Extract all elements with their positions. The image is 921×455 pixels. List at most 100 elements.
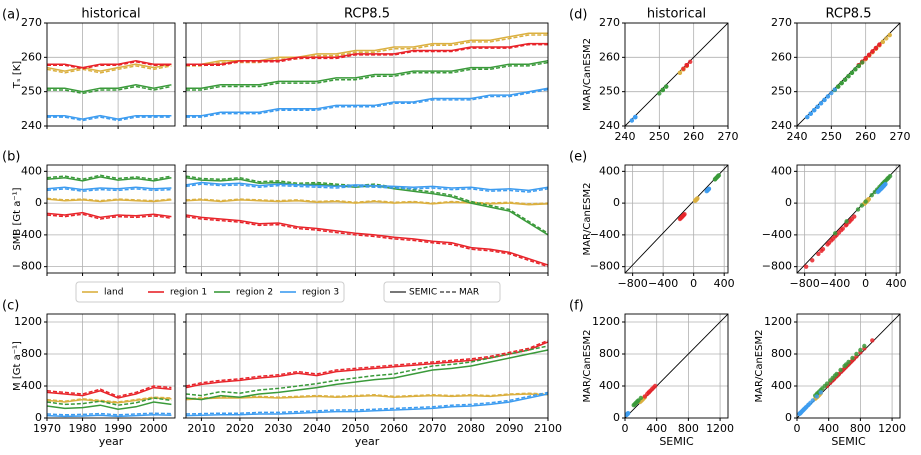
scatter-point xyxy=(832,87,837,92)
scatter-point xyxy=(853,67,858,72)
legend-label: SEMIC xyxy=(409,288,437,298)
panel: 1970 1980 1990 2000 0 400 800 1200(c) M [Gt a⁻¹]… xyxy=(2,299,176,448)
x-tick-label: 2080 xyxy=(457,422,485,435)
mar-line xyxy=(186,215,548,268)
y-tick-label: 800 xyxy=(21,347,42,360)
x-tick-label: 400 xyxy=(646,422,667,435)
y-tick-label: 0 xyxy=(35,196,42,209)
panel: 240 250 260 270 240 250 260 270 historical (d) MAR… xyxy=(569,7,739,144)
x-tick-label: 2070 xyxy=(418,422,446,435)
legend-box xyxy=(75,281,345,303)
scatter-point xyxy=(849,70,855,75)
scatter-point xyxy=(636,398,641,403)
y-tick-label: 400 xyxy=(771,379,792,392)
panel-label: (d) xyxy=(569,8,587,23)
scatter-point xyxy=(869,192,874,198)
y-tick-label: 400 xyxy=(599,379,620,392)
mar-line xyxy=(47,61,172,70)
semic-line xyxy=(186,176,548,236)
x-tick-label: 2090 xyxy=(495,422,523,435)
scatter-point xyxy=(657,91,662,96)
scatter-point xyxy=(664,84,669,89)
legend-label: region 2 xyxy=(236,288,273,298)
x-tick-label: 2010 xyxy=(187,422,215,435)
mar-line xyxy=(47,385,172,398)
scatter-point xyxy=(824,381,830,386)
panel: 240 250 260 270 historical (a) Tₛ [K] xyxy=(2,7,176,132)
x-tick-label: −400 xyxy=(820,277,850,290)
panel: 0 400 800 1200 0 400 800 1200 MAR/CanESM2 SEMIC xyxy=(754,313,906,448)
scatter-point xyxy=(836,84,841,89)
mar-line xyxy=(186,391,548,415)
scatter-point xyxy=(819,248,824,253)
semic-line xyxy=(186,393,548,417)
scatter-point xyxy=(862,343,867,349)
plot-area xyxy=(625,165,728,273)
semic-line xyxy=(186,199,548,206)
semic-line xyxy=(47,60,172,69)
mar-line xyxy=(47,397,172,406)
y-axis-label: SMB [Gt a⁻¹] xyxy=(12,187,23,250)
scatter-point xyxy=(712,177,718,182)
x-tick-label: 0 xyxy=(690,277,697,290)
semic-line xyxy=(186,393,548,401)
axes-frame xyxy=(46,164,176,274)
panel-label: (f) xyxy=(569,299,584,314)
axes-frame xyxy=(46,22,176,127)
panel-label: (a) xyxy=(2,8,20,23)
mar-line xyxy=(47,396,172,403)
mar-line xyxy=(47,197,172,202)
y-tick-label: −800 xyxy=(762,260,792,273)
y-tick-label: 0 xyxy=(35,411,42,424)
y-tick-label: 0 xyxy=(785,196,792,209)
scatter-point xyxy=(834,371,839,377)
scatter-point xyxy=(688,59,693,64)
x-tick-label: 0 xyxy=(862,277,869,290)
y-tick-label: 240 xyxy=(21,119,42,132)
scatter-point xyxy=(681,66,686,71)
x-tick-label: 1990 xyxy=(104,422,132,435)
scatter-point xyxy=(625,411,630,416)
x-tick-label: 400 xyxy=(818,422,839,435)
x-tick-label: 2000 xyxy=(140,422,168,435)
scatter-point xyxy=(870,49,875,54)
mar-line xyxy=(47,213,172,220)
x-tick-label: 1980 xyxy=(69,422,97,435)
semic-line xyxy=(186,87,548,117)
x-tick-label: 400 xyxy=(714,277,735,290)
semic-line xyxy=(47,114,172,120)
mar-line xyxy=(47,174,172,181)
x-tick-label: 400 xyxy=(886,277,907,290)
x-tick-label: 800 xyxy=(678,422,699,435)
plot-area xyxy=(47,385,172,418)
x-tick-label: 260 xyxy=(683,130,704,143)
panel: 2010 2020 2030 2040 2050 2060 2070 2080 2090 2100… xyxy=(183,313,562,448)
plot-area xyxy=(797,23,900,126)
y-axis-label: Tₛ [K] xyxy=(12,61,23,89)
scatter-point xyxy=(677,70,683,75)
plot-area xyxy=(186,32,548,118)
scatter-point xyxy=(887,32,892,38)
y-tick-label: 1200 xyxy=(592,315,620,328)
panel-title: historical xyxy=(647,7,706,22)
x-axis-label: year xyxy=(99,435,124,448)
scatter-point xyxy=(633,114,638,120)
x-tick-label: −800 xyxy=(790,277,820,290)
axes-frame xyxy=(624,313,729,419)
scatter-point xyxy=(646,390,651,395)
y-tick-label: −800 xyxy=(12,260,42,273)
x-tick-label: 1200 xyxy=(706,422,734,435)
scatter-point xyxy=(875,189,881,195)
scatter-point xyxy=(860,60,865,65)
y-tick-label: 0 xyxy=(613,411,620,424)
x-axis-label: year xyxy=(355,435,380,448)
y-tick-label: 270 xyxy=(771,16,792,29)
scatter-point xyxy=(825,94,831,99)
semic-line xyxy=(186,214,548,266)
y-tick-label: 0 xyxy=(613,196,620,209)
scatter-point xyxy=(805,114,810,120)
legend-label: land xyxy=(104,288,123,298)
scatter-point xyxy=(884,36,889,41)
mar-line xyxy=(47,65,172,74)
